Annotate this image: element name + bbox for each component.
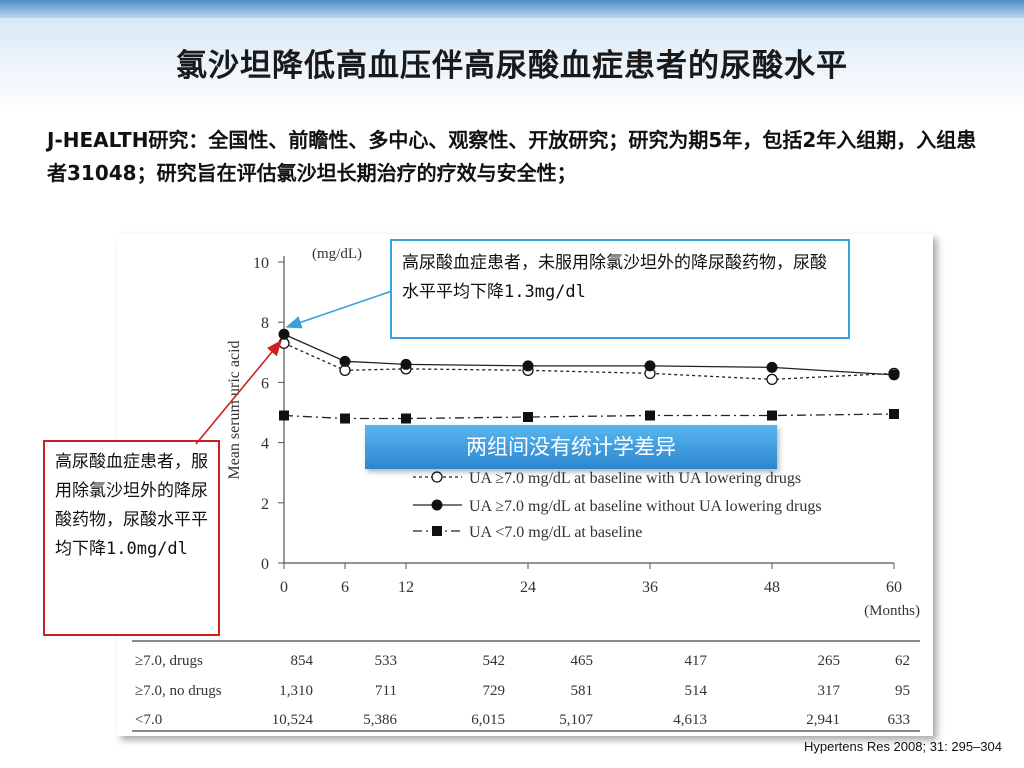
table-cell: 4,613 <box>673 712 707 728</box>
no-significance-banner: 两组间没有统计学差异 <box>365 425 777 469</box>
legend-marker <box>432 526 442 536</box>
data-point <box>644 360 656 372</box>
x-tick-label: 24 <box>520 579 536 596</box>
y-unit-label: (mg/dL) <box>312 246 362 262</box>
table-cell: 317 <box>818 683 841 699</box>
data-point <box>401 413 411 424</box>
study-description: J-HEALTH研究：全国性、前瞻性、多中心、观察性、开放研究；研究为期5年，包… <box>47 128 977 185</box>
data-point <box>522 360 534 372</box>
table-cell: 417 <box>685 653 708 669</box>
data-point <box>766 361 778 373</box>
x-tick-label: 48 <box>764 579 780 596</box>
chart-series-layer <box>278 328 900 424</box>
slide-title: 氯沙坦降低高血压伴高尿酸血症患者的尿酸水平 <box>176 48 848 84</box>
data-point <box>339 364 351 377</box>
series-3 <box>279 409 899 424</box>
legend-marker <box>431 499 443 511</box>
data-point <box>888 369 900 381</box>
data-point <box>278 328 290 340</box>
x-axis-label: (Months) <box>864 603 920 619</box>
chart-legend: UA ≥7.0 mg/dL at baseline with UA loweri… <box>413 470 822 541</box>
data-point <box>523 412 533 423</box>
x-tick-label: 6 <box>341 579 349 596</box>
data-point <box>766 373 778 386</box>
series-line <box>283 413 895 420</box>
data-point <box>339 355 351 367</box>
y-tick-label: 0 <box>261 556 269 573</box>
x-tick-label: 12 <box>398 579 414 596</box>
y-tick-label: 2 <box>261 496 269 513</box>
table-cell: 2,941 <box>806 712 840 728</box>
table-cell: 542 <box>483 653 506 669</box>
callout-with-drugs: 高尿酸血症患者，服用除氯沙坦外的降尿酸药物，尿酸水平平均下降1.0mg/dl <box>43 440 220 636</box>
table-cell: 95 <box>895 683 910 699</box>
table-cell: 854 <box>291 653 314 669</box>
legend-entry: UA ≥7.0 mg/dL at baseline with UA loweri… <box>469 470 801 487</box>
data-point <box>645 410 655 421</box>
legend-entry: UA ≥7.0 mg/dL at baseline without UA low… <box>469 498 822 515</box>
y-axis-label: Mean serum uric acid <box>226 340 243 479</box>
series-line <box>283 333 895 376</box>
table-cell: 1,310 <box>279 683 313 699</box>
x-tick-label: 60 <box>886 579 902 596</box>
table-cell: 729 <box>483 683 506 699</box>
y-tick-label: 6 <box>261 375 269 392</box>
table-cell: 62 <box>895 653 910 669</box>
y-tick-label: 10 <box>253 255 269 272</box>
data-point <box>340 413 350 424</box>
table-row-label: ≥7.0, no drugs <box>135 683 222 699</box>
table-cell: 6,015 <box>471 712 505 728</box>
patient-count-table: ≥7.0, drugs 854 533 542 465 417 265 62 ≥7.0, no … <box>132 640 920 732</box>
table-cell: 465 <box>571 653 594 669</box>
data-point <box>767 410 777 421</box>
x-tick-label: 0 <box>280 579 288 596</box>
series-2 <box>278 328 900 381</box>
y-tick-label: 4 <box>261 436 269 453</box>
table-cell: 514 <box>685 683 708 699</box>
table-cell: 711 <box>375 683 397 699</box>
table-cell: 5,386 <box>363 712 397 728</box>
table-cell: 581 <box>571 683 594 699</box>
x-tick-label: 36 <box>642 579 658 596</box>
data-point <box>889 409 899 420</box>
callout-no-drugs: 高尿酸血症患者，未服用除氯沙坦外的降尿酸药物，尿酸水平平均下降1.3mg/dl <box>390 239 850 339</box>
data-point <box>278 337 290 349</box>
table-cell: 533 <box>375 653 398 669</box>
legend-marker <box>431 471 443 483</box>
series-1 <box>278 337 900 386</box>
table-cell: 5,107 <box>559 712 593 728</box>
data-point <box>279 410 289 421</box>
table-cell: 10,524 <box>272 712 314 728</box>
top-decor-band <box>0 0 1024 18</box>
table-row-label: <7.0 <box>135 712 162 728</box>
series-line <box>283 342 895 381</box>
table-cell: 633 <box>888 712 911 728</box>
table-row: ≥7.0, no drugs 1,310 711 729 581 514 317 95 <box>135 683 910 699</box>
table-row: ≥7.0, drugs 854 533 542 465 417 265 62 <box>135 653 910 669</box>
y-tick-label: 8 <box>261 315 269 332</box>
table-row: <7.0 10,524 5,386 6,015 5,107 4,613 2,941 633 <box>135 712 910 728</box>
table-cell: 265 <box>818 653 841 669</box>
legend-entry: UA <7.0 mg/dL at baseline <box>469 524 642 541</box>
citation: Hypertens Res 2008; 31: 295–304 <box>803 739 1002 754</box>
data-point <box>400 358 412 370</box>
table-row-label: ≥7.0, drugs <box>135 653 203 669</box>
